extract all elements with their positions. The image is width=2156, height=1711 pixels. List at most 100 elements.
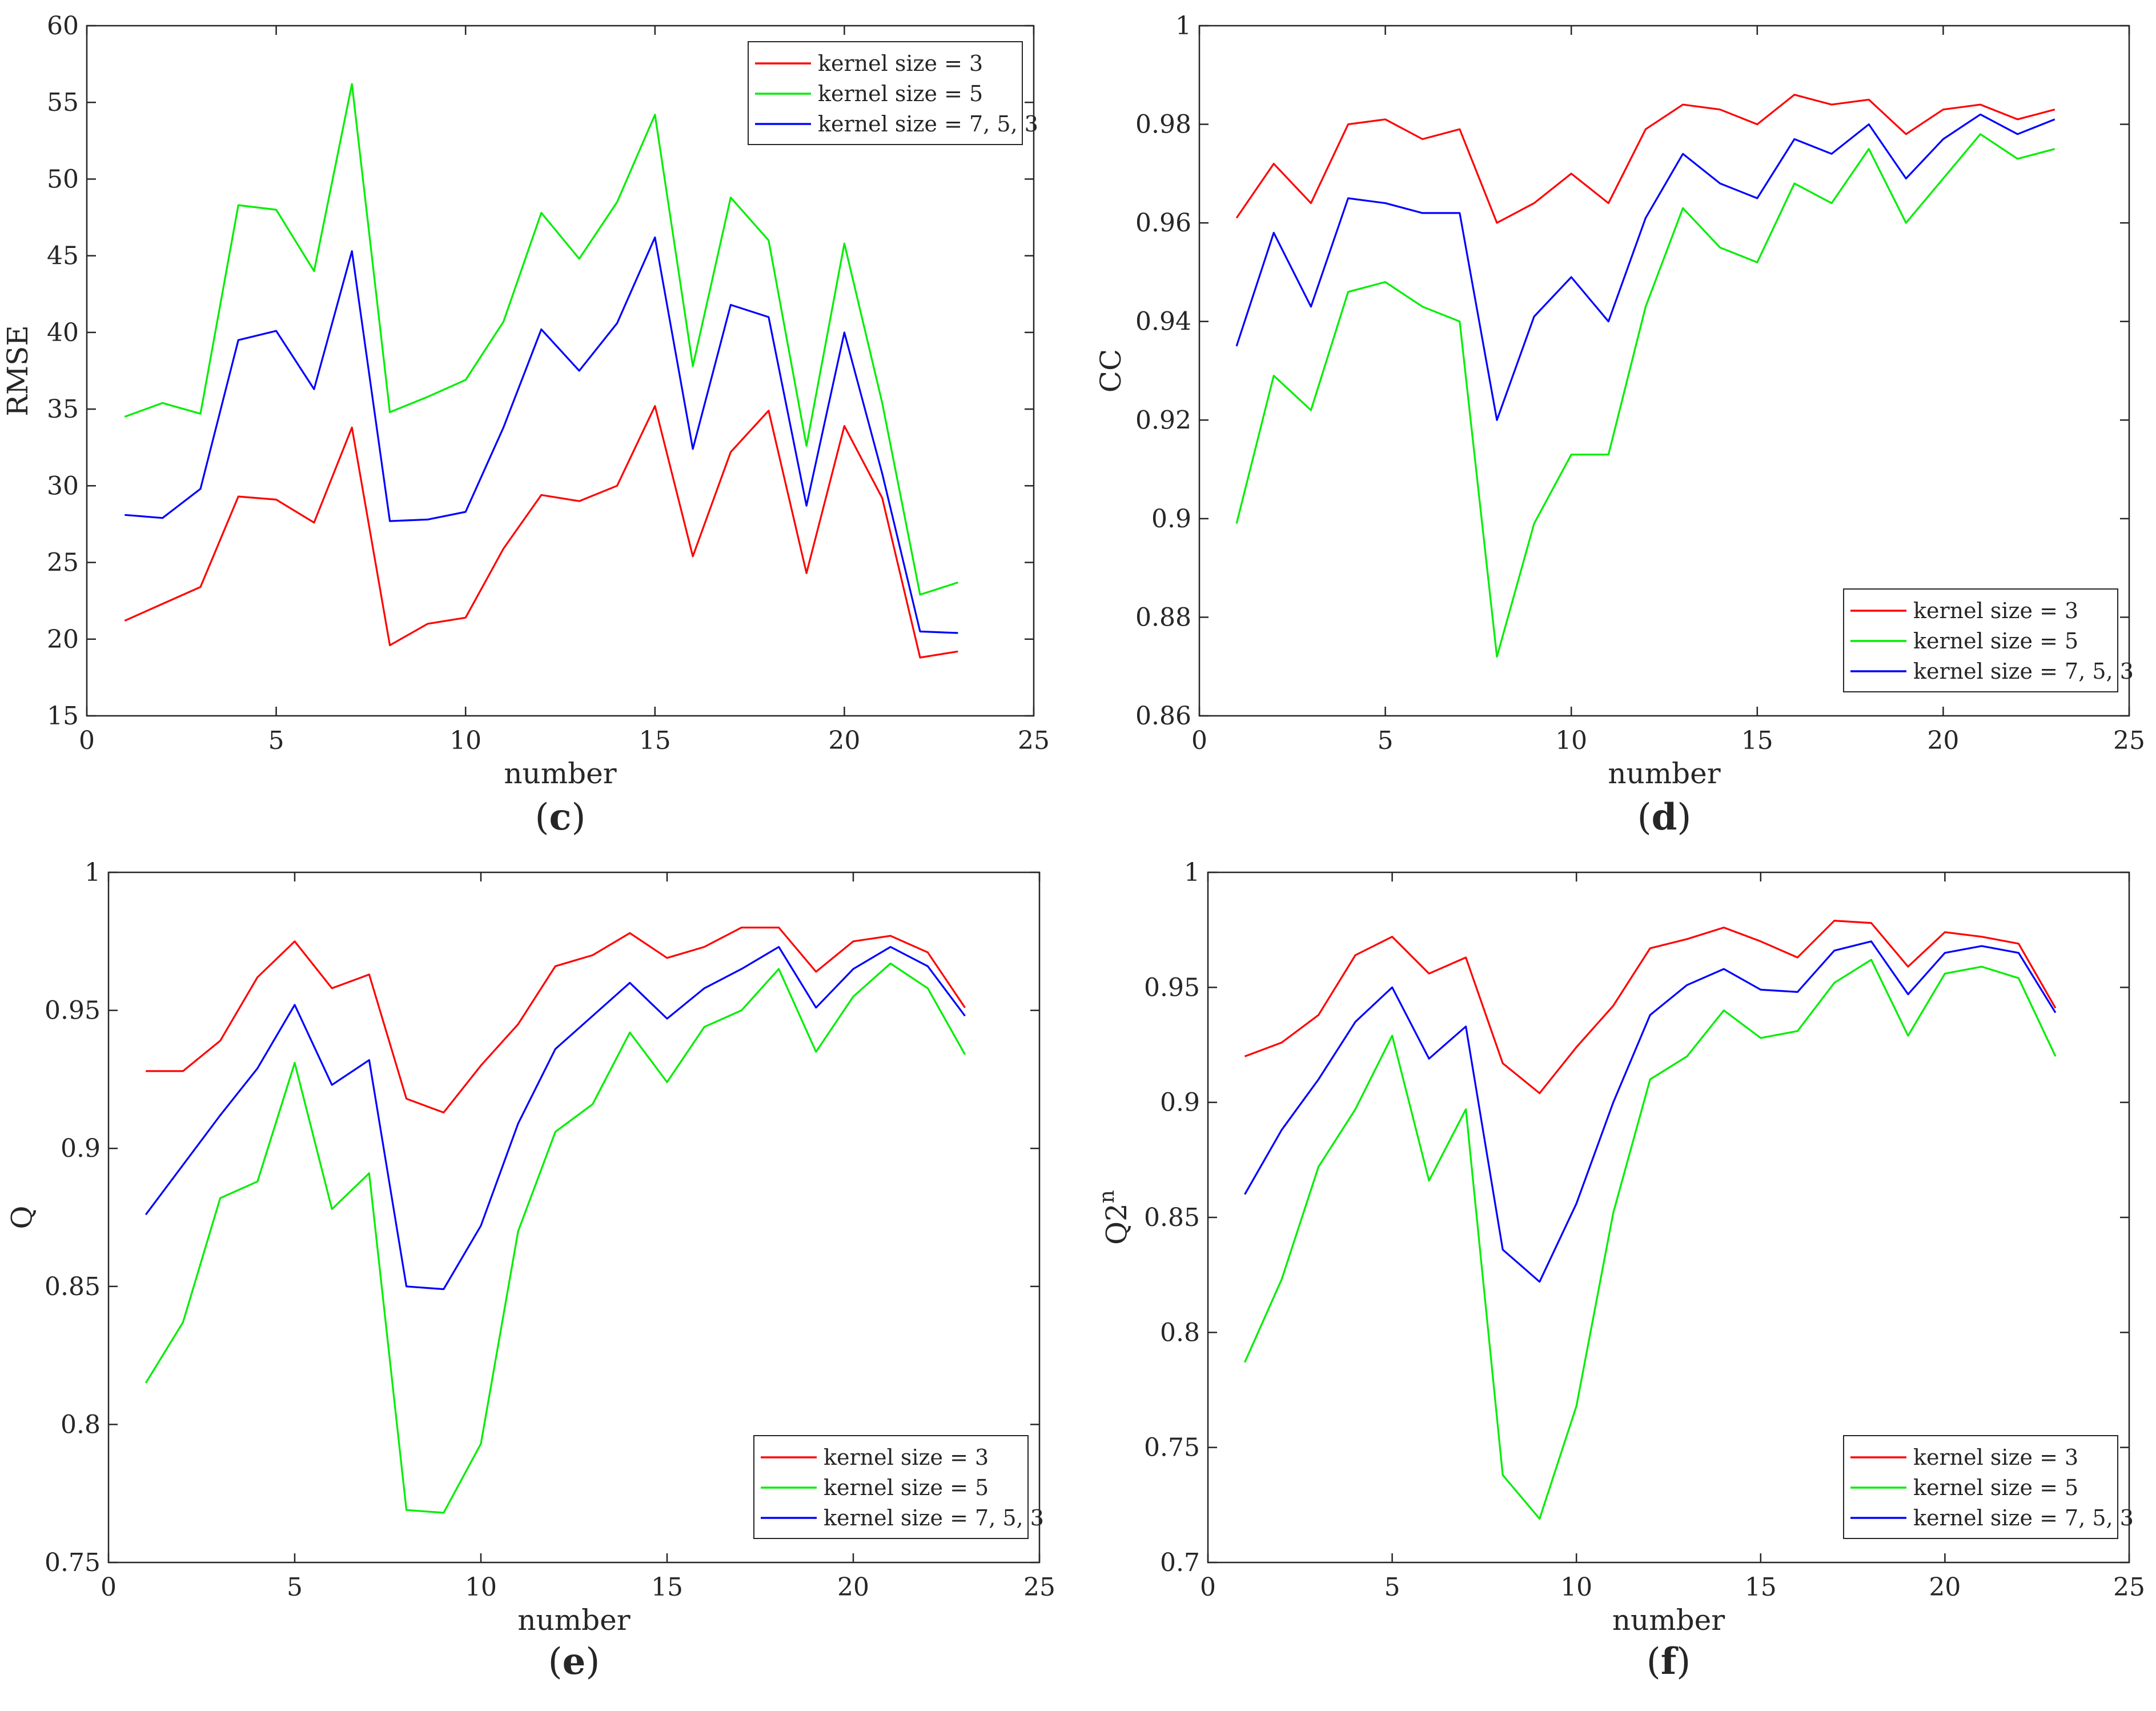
panel-d-chart: 0 5 10 15 20 25 0.86 0.88 0.9 0.92 0.94 0.96 0.98 1 nu… [1094, 11, 2145, 839]
series-line-kernel-size-5 [124, 83, 958, 596]
panel-c-chart: 0 5 10 15 20 25 15 20 25 30 35 40 45 50 55 60 number RMSE… [1, 11, 1050, 839]
y-tick-label: 0.88 [1135, 603, 1191, 632]
panel-e-chart: 0 5 10 15 20 25 0.75 0.8 0.85 0.9 0.95 1 number Qkern… [5, 858, 1055, 1683]
y-tick-label: 0.85 [1144, 1203, 1200, 1232]
x-tick-label: 15 [1745, 1573, 1777, 1602]
y-axis-label: CC [1094, 349, 1127, 393]
series-line-kernel-size-7-5-3 [1244, 940, 2057, 1283]
y-tick-label: 0.85 [45, 1272, 101, 1301]
y-tick-label: 60 [47, 11, 79, 41]
y-tick-label: 25 [47, 548, 79, 578]
panel-label-close-paren: ) [1676, 1641, 1691, 1683]
legend: kernel size = 3 kernel size = 5 kernel siz… [753, 1435, 1044, 1539]
series-line-kernel-size-5 [1235, 133, 2055, 658]
legend-label: kernel size = 5 [818, 81, 983, 106]
y-tick-label: 0.9 [61, 1134, 101, 1163]
y-tick-label: 0.9 [1160, 1088, 1200, 1117]
panel-label-open-paren: ( [535, 796, 549, 839]
x-tick-label: 15 [651, 1573, 683, 1602]
legend-label: kernel size = 5 [1913, 1475, 2078, 1500]
legend-label: kernel size = 5 [824, 1475, 989, 1500]
series-line-kernel-size-3 [146, 926, 966, 1114]
y-tick-label: 30 [47, 471, 79, 500]
x-tick-label: 0 [1200, 1573, 1216, 1602]
y-axis-label: Q [5, 1206, 38, 1229]
legend-label: kernel size = 7, 5, 3 [824, 1505, 1044, 1530]
x-tick-label: 20 [1927, 726, 1959, 755]
x-tick-label: 15 [639, 726, 671, 755]
series-line-kernel-size-5 [144, 962, 966, 1514]
y-axis-label-superscript: n [1095, 1190, 1119, 1203]
series-line-kernel-size-3 [124, 405, 958, 659]
x-tick-label: 0 [79, 726, 95, 755]
x-tick-label: 5 [287, 1573, 303, 1602]
legend-label: kernel size = 5 [1913, 628, 2078, 654]
legend-label: kernel size = 7, 5, 3 [818, 111, 1038, 137]
y-tick-label: 0.86 [1135, 702, 1191, 731]
x-tick-label: 5 [1378, 726, 1394, 755]
y-tick-label: 0.95 [1144, 973, 1200, 1002]
legend-label: kernel size = 3 [1913, 1445, 2078, 1470]
series-line-kernel-size-3 [1244, 919, 2057, 1095]
series-line-kernel-size-7-5-3 [144, 945, 966, 1291]
y-tick-label: 1 [1175, 11, 1191, 41]
legend-label: kernel size = 7, 5, 3 [1913, 1505, 2134, 1530]
y-axis-label: RMSE [1, 325, 34, 416]
x-tick-label: 25 [1018, 726, 1050, 755]
x-axis-label: number [517, 1604, 630, 1637]
panel-f-chart: 0 5 10 15 20 25 0.7 0.75 0.8 0.85 0.9 0.95 1 number Q2… [1095, 858, 2145, 1683]
legend-label: kernel size = 3 [1913, 598, 2078, 623]
panel-label: (f) [1647, 1640, 1691, 1683]
x-tick-label: 20 [1929, 1573, 1961, 1602]
y-axis-label-text: CC [1094, 349, 1127, 393]
x-tick-label: 25 [2113, 1573, 2145, 1602]
panel-label-open-paren: ( [1637, 796, 1652, 839]
panel-label-letter: c [549, 796, 572, 839]
x-tick-label: 10 [465, 1573, 497, 1602]
y-tick-label: 35 [47, 395, 79, 424]
y-tick-label: 15 [47, 702, 79, 731]
legend: kernel size = 3 kernel size = 5 kernel siz… [1843, 1435, 2134, 1539]
panel-label-close-paren: ) [571, 796, 585, 839]
y-axis-label-text: RMSE [1, 325, 34, 416]
panel-label: (e) [548, 1640, 600, 1683]
y-tick-label: 0.95 [45, 996, 101, 1025]
y-tick-label: 0.8 [1160, 1318, 1200, 1347]
legend-label: kernel size = 3 [824, 1445, 989, 1470]
x-tick-label: 20 [828, 726, 860, 755]
series-line-kernel-size-7-5-3 [1235, 113, 2055, 421]
y-tick-label: 0.75 [1144, 1433, 1200, 1462]
y-tick-label: 45 [47, 242, 79, 271]
legend-label: kernel size = 3 [818, 51, 983, 76]
series-line-kernel-size-7-5-3 [125, 236, 958, 634]
y-tick-label: 20 [47, 625, 79, 654]
y-tick-label: 0.94 [1135, 307, 1191, 336]
legend: kernel size = 3 kernel size = 5 kernel siz… [748, 41, 1038, 145]
x-tick-label: 15 [1741, 726, 1773, 755]
x-tick-label: 5 [1384, 1573, 1400, 1602]
panel-label-letter: d [1652, 796, 1677, 839]
x-axis-label: number [1612, 1604, 1725, 1637]
y-tick-label: 0.7 [1160, 1548, 1200, 1577]
y-axis-label: Q2n [1095, 1190, 1133, 1245]
y-tick-label: 0.92 [1135, 406, 1191, 435]
y-tick-label: 1 [85, 858, 101, 887]
x-tick-label: 10 [1560, 1573, 1592, 1602]
y-tick-label: 0.9 [1151, 504, 1191, 534]
y-axis-label-text: Q2 [1100, 1203, 1133, 1245]
x-tick-label: 10 [449, 726, 481, 755]
series-line-kernel-size-3 [1235, 94, 2055, 224]
x-axis-label: number [504, 757, 616, 790]
y-tick-label: 40 [47, 318, 79, 347]
y-tick-label: 0.75 [45, 1548, 101, 1577]
series-line-kernel-size-5 [1244, 959, 2057, 1520]
y-tick-label: 55 [47, 88, 79, 117]
x-tick-label: 0 [101, 1573, 117, 1602]
x-tick-label: 25 [2113, 726, 2145, 755]
y-tick-label: 0.8 [61, 1410, 101, 1439]
panel-label-letter: f [1661, 1640, 1679, 1683]
y-tick-label: 50 [47, 165, 79, 194]
y-axis-label-text: Q [5, 1206, 38, 1229]
x-tick-label: 20 [837, 1573, 869, 1602]
